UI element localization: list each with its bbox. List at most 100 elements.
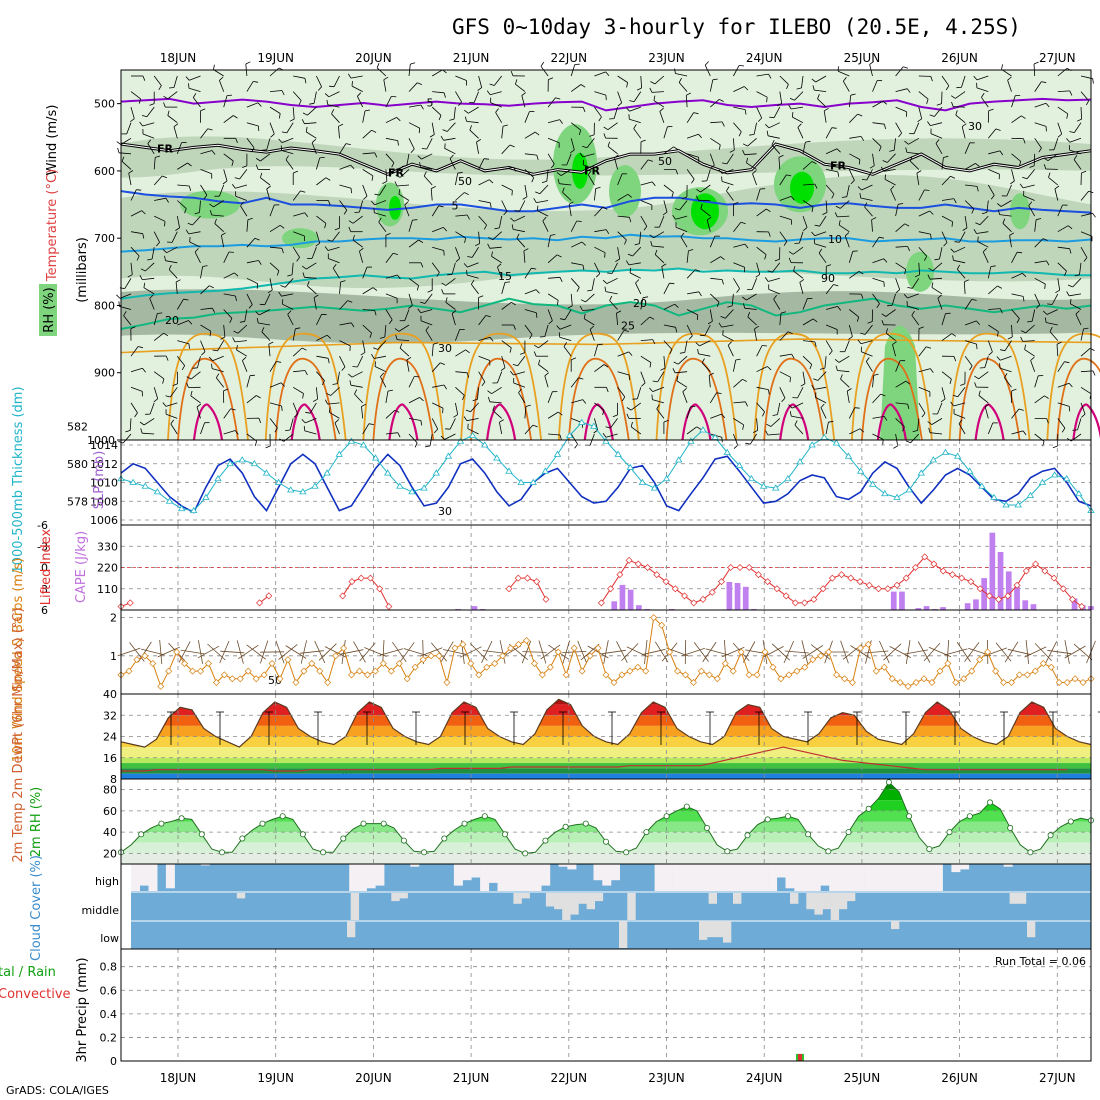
wind-barb-flag xyxy=(793,266,796,272)
wind-speed-marker xyxy=(992,667,1000,675)
rh-marker xyxy=(784,813,791,820)
wind-barb-flag xyxy=(609,295,613,301)
wind-barb xyxy=(177,184,190,187)
rh-tick-label: 20 xyxy=(103,847,117,860)
wind-barb-flag xyxy=(907,246,911,252)
wind-barb xyxy=(887,153,896,163)
wind-barb-flag xyxy=(589,325,595,330)
wind-barb xyxy=(872,416,885,419)
wind-barb xyxy=(637,387,642,399)
rh-marker xyxy=(481,813,488,820)
wind-barb-flag xyxy=(905,440,911,444)
wind-barb xyxy=(825,200,828,213)
wind-barb xyxy=(686,406,691,419)
wind-barb xyxy=(895,418,905,427)
thickness-marker xyxy=(456,437,465,444)
wind-barb xyxy=(941,387,946,400)
rh-saturated-region xyxy=(691,193,719,230)
temp-tick-label: 16 xyxy=(103,752,117,765)
wind-barb-flag xyxy=(258,260,262,265)
wind-barb-flag xyxy=(1029,165,1035,168)
wind-barb xyxy=(524,184,528,197)
surface-wind-barb xyxy=(470,643,488,661)
wind-barb xyxy=(130,386,143,392)
wind-barb xyxy=(1031,309,1036,322)
wind-barb xyxy=(586,138,595,148)
li-marker xyxy=(690,599,698,607)
isotherm-25-loop xyxy=(948,332,1031,441)
wind-barb xyxy=(467,428,479,435)
wind-barb-flag xyxy=(444,143,446,149)
surface-wind-barb xyxy=(946,639,950,665)
li-marker xyxy=(597,599,605,607)
wind-barb-flag xyxy=(139,121,143,127)
wind-barb-flag xyxy=(391,96,397,98)
wind-barb xyxy=(189,241,201,248)
wind-barb-flag xyxy=(602,433,607,438)
surface-wind-barb xyxy=(159,639,163,665)
isotherm-30-loop xyxy=(763,357,826,441)
wind-barb-flag xyxy=(632,398,638,400)
top-date-label: 21JUN xyxy=(453,51,490,65)
wind-speed-marker xyxy=(165,667,173,675)
temp-tick-label: 40 xyxy=(103,688,117,701)
bottom-date-label: 18JUN xyxy=(160,1071,197,1085)
wind-barb-flag xyxy=(157,312,163,314)
wind-barb xyxy=(221,235,225,248)
wind-barb-flag xyxy=(532,424,538,428)
wind-barb-flag xyxy=(678,77,682,83)
wind-barb xyxy=(284,278,294,288)
wind-barb-flag xyxy=(220,336,226,340)
li-marker xyxy=(662,578,670,586)
wind-barb xyxy=(223,95,228,108)
wind-barb-flag xyxy=(514,210,520,212)
wind-barb xyxy=(406,153,410,166)
wind-barb-flag xyxy=(556,300,559,306)
rh-marker xyxy=(744,832,751,839)
wind-barb xyxy=(223,251,230,263)
wind-speed-marker xyxy=(395,659,403,667)
wind-barb xyxy=(189,75,201,81)
wind-barb xyxy=(582,153,595,158)
wind-barb xyxy=(213,200,224,208)
wind-barb xyxy=(793,270,804,279)
wind-barb-flag xyxy=(603,364,609,368)
wind-barb-flag xyxy=(673,146,679,150)
wind-barb xyxy=(814,231,827,237)
li-marker xyxy=(838,571,846,579)
wind-barb xyxy=(200,422,205,435)
wind-barb-flag xyxy=(791,353,795,359)
wind-barb-flag xyxy=(814,341,817,347)
wind-barb-flag xyxy=(889,149,895,152)
pressure-profile-panel: 5510152020FRFRFRFR2530505050303050905006… xyxy=(87,61,1100,780)
li-marker xyxy=(625,556,633,564)
wind-barb xyxy=(467,262,479,268)
wind-barb xyxy=(329,411,340,419)
wind-barb-flag xyxy=(905,380,911,385)
wind-barb-flag xyxy=(1011,388,1017,392)
li-marker xyxy=(875,585,883,593)
wind-barb-flag xyxy=(418,128,421,134)
wind-barb-flag xyxy=(255,311,260,316)
wind-barb-flag xyxy=(936,103,942,106)
wind-barb-flag xyxy=(844,232,850,237)
wind-barb-flag xyxy=(466,372,470,378)
wind-barb xyxy=(473,91,479,103)
wind-barb-flag xyxy=(614,154,619,159)
rh-marker xyxy=(259,820,266,827)
wind-barb xyxy=(1011,408,1020,419)
wind-barb xyxy=(538,340,549,349)
li-marker xyxy=(1050,574,1058,582)
wind-barb-flag xyxy=(438,115,442,121)
cape-bar xyxy=(471,606,478,610)
wind-barb xyxy=(908,137,919,145)
wind-barb-flag xyxy=(696,188,701,193)
cape-bar xyxy=(997,552,1004,610)
thickness-marker xyxy=(784,474,792,482)
cape-bar xyxy=(1014,586,1020,610)
wind-barb xyxy=(309,402,317,414)
wind-speed-marker xyxy=(1047,663,1055,671)
wind-barb xyxy=(331,113,340,123)
wind-barb-flag xyxy=(1022,273,1027,277)
wind-barb-flag xyxy=(846,388,852,392)
